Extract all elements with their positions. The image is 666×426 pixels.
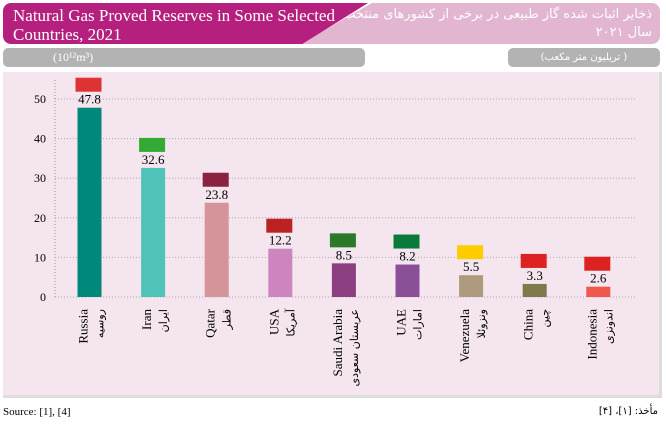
bar [77, 107, 102, 297]
bar [331, 263, 356, 297]
title-en: Natural Gas Proved Reserves in Some Sele… [3, 3, 368, 44]
x-tick-label: Iran [139, 309, 154, 330]
y-tick-label: 40 [34, 132, 46, 146]
bar [268, 248, 293, 297]
bar [395, 264, 420, 297]
data-label: 5.5 [463, 259, 479, 274]
flag-icon [457, 245, 484, 260]
unit-fa: (تریلیون متر مکعب ) [508, 48, 660, 67]
data-label: 8.2 [399, 249, 415, 264]
bar [459, 275, 484, 297]
bar [204, 202, 229, 297]
bar [522, 283, 547, 297]
x-tick-label: China [521, 309, 536, 340]
x-tick-label-fa: عربستان سعودی [348, 309, 361, 386]
x-tick-label-fa: ایران [157, 309, 170, 332]
x-tick-label: Russia [76, 309, 91, 344]
y-tick-label: 0 [40, 290, 46, 304]
flag-icon [520, 253, 547, 268]
y-tick-label: 30 [34, 171, 46, 185]
y-tick-label: 20 [34, 211, 46, 225]
data-label: 2.6 [590, 271, 607, 286]
flag-icon [202, 172, 229, 187]
x-tick-label-fa: آمریکا [283, 308, 297, 336]
bar [586, 286, 611, 297]
x-tick-label-fa: چین [539, 309, 552, 328]
y-tick-label: 10 [34, 250, 46, 264]
x-tick-label: USA [266, 308, 281, 335]
x-tick-label: Indonesia [584, 309, 599, 360]
bar [141, 167, 166, 297]
flag-icon [393, 234, 420, 249]
x-tick-label-fa: امارات [412, 309, 425, 340]
flag-icon [266, 218, 293, 233]
x-tick-label: UAE [394, 309, 409, 336]
flag-icon [75, 77, 102, 92]
flag-icon [139, 137, 166, 152]
x-tick-label-fa: روسیه [94, 309, 107, 338]
x-tick-label-fa: ونزوئلا [475, 309, 488, 338]
data-label: 12.2 [269, 233, 292, 248]
source-fa: مأخذ: [۱]، [۴] [598, 406, 658, 417]
unit-en: (10¹²m³) [3, 48, 365, 67]
data-label: 32.6 [142, 152, 165, 167]
y-tick-label: 50 [34, 92, 46, 106]
data-label: 8.5 [336, 247, 352, 262]
x-tick-label: Qatar [203, 308, 218, 338]
x-tick-label-fa: اندونزی [602, 309, 615, 344]
title-fa: ذخایر اثبات شده گاز طبیعی در برخی از کشو… [300, 3, 660, 44]
x-tick-label: Saudi Arabia [330, 309, 345, 377]
data-label: 47.8 [78, 92, 101, 107]
flag-icon [329, 233, 356, 248]
data-label: 3.3 [527, 268, 543, 283]
x-tick-label-fa: قطر [221, 309, 234, 330]
x-tick-label: Venezuela [457, 309, 472, 363]
source-en: Source: [1], [4] [3, 406, 71, 418]
flag-icon [584, 256, 611, 271]
data-label: 23.8 [205, 187, 228, 202]
